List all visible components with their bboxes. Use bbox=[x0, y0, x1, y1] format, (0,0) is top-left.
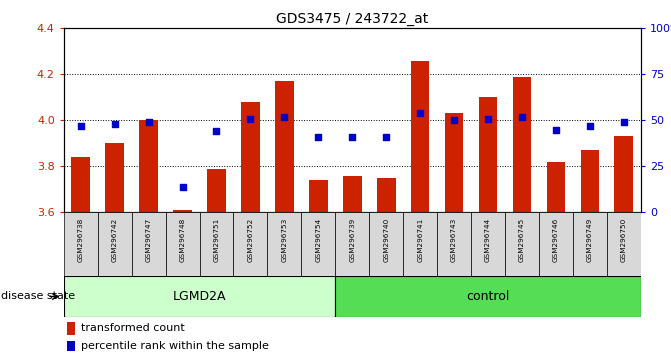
Bar bbox=[140, 120, 158, 212]
Bar bbox=[478, 97, 497, 212]
Point bbox=[313, 134, 323, 140]
Text: transformed count: transformed count bbox=[81, 323, 185, 333]
Text: GSM296752: GSM296752 bbox=[248, 217, 254, 262]
Point bbox=[211, 129, 222, 134]
Text: GSM296742: GSM296742 bbox=[111, 217, 117, 262]
Bar bbox=[343, 176, 362, 212]
Bar bbox=[301, 212, 336, 276]
Bar bbox=[539, 212, 573, 276]
Bar bbox=[64, 212, 98, 276]
Text: GSM296753: GSM296753 bbox=[281, 217, 287, 262]
Text: percentile rank within the sample: percentile rank within the sample bbox=[81, 341, 268, 351]
Bar bbox=[64, 276, 336, 317]
Point bbox=[347, 134, 358, 140]
Bar bbox=[547, 162, 565, 212]
Text: GSM296745: GSM296745 bbox=[519, 217, 525, 262]
Title: GDS3475 / 243722_at: GDS3475 / 243722_at bbox=[276, 12, 428, 26]
Bar bbox=[377, 178, 396, 212]
Bar bbox=[309, 180, 327, 212]
Text: GSM296739: GSM296739 bbox=[350, 217, 355, 262]
Bar bbox=[71, 157, 90, 212]
Point bbox=[381, 134, 392, 140]
Bar bbox=[607, 212, 641, 276]
Text: GSM296750: GSM296750 bbox=[621, 217, 627, 262]
Point bbox=[279, 114, 290, 120]
Point bbox=[245, 116, 256, 121]
Point bbox=[619, 119, 629, 125]
Bar bbox=[268, 212, 301, 276]
Text: GSM296740: GSM296740 bbox=[383, 217, 389, 262]
Bar bbox=[573, 212, 607, 276]
Bar bbox=[471, 212, 505, 276]
Bar bbox=[403, 212, 437, 276]
Bar bbox=[105, 143, 124, 212]
Text: GSM296747: GSM296747 bbox=[146, 217, 152, 262]
Point bbox=[517, 114, 527, 120]
Point bbox=[143, 119, 154, 125]
Bar bbox=[166, 212, 199, 276]
Bar bbox=[336, 276, 641, 317]
Text: GSM296746: GSM296746 bbox=[553, 217, 559, 262]
Bar bbox=[132, 212, 166, 276]
Bar bbox=[241, 102, 260, 212]
Bar bbox=[369, 212, 403, 276]
Point bbox=[584, 123, 595, 129]
Text: GSM296741: GSM296741 bbox=[417, 217, 423, 262]
Point bbox=[449, 118, 460, 123]
Bar bbox=[199, 212, 234, 276]
Bar bbox=[234, 212, 268, 276]
Text: disease state: disease state bbox=[1, 291, 75, 302]
Point bbox=[551, 127, 562, 132]
Text: GSM296754: GSM296754 bbox=[315, 217, 321, 262]
Text: GSM296738: GSM296738 bbox=[78, 217, 84, 262]
Bar bbox=[437, 212, 471, 276]
Bar bbox=[445, 113, 464, 212]
Point bbox=[482, 116, 493, 121]
Bar bbox=[67, 341, 75, 351]
Bar bbox=[615, 137, 633, 212]
Text: LGMD2A: LGMD2A bbox=[172, 290, 226, 303]
Point bbox=[415, 110, 425, 116]
Bar bbox=[336, 212, 369, 276]
Text: control: control bbox=[466, 290, 510, 303]
Bar bbox=[98, 212, 132, 276]
Text: GSM296744: GSM296744 bbox=[485, 217, 491, 262]
Bar bbox=[173, 210, 192, 212]
Point bbox=[109, 121, 120, 127]
Text: GSM296748: GSM296748 bbox=[180, 217, 186, 262]
Bar bbox=[411, 61, 429, 212]
Bar bbox=[207, 169, 226, 212]
Point bbox=[75, 123, 86, 129]
Bar bbox=[505, 212, 539, 276]
Bar bbox=[67, 322, 75, 335]
Text: GSM296751: GSM296751 bbox=[213, 217, 219, 262]
Bar bbox=[580, 150, 599, 212]
Text: GSM296749: GSM296749 bbox=[587, 217, 593, 262]
Bar bbox=[275, 81, 294, 212]
Text: GSM296743: GSM296743 bbox=[451, 217, 457, 262]
Point bbox=[177, 184, 188, 189]
Bar bbox=[513, 76, 531, 212]
